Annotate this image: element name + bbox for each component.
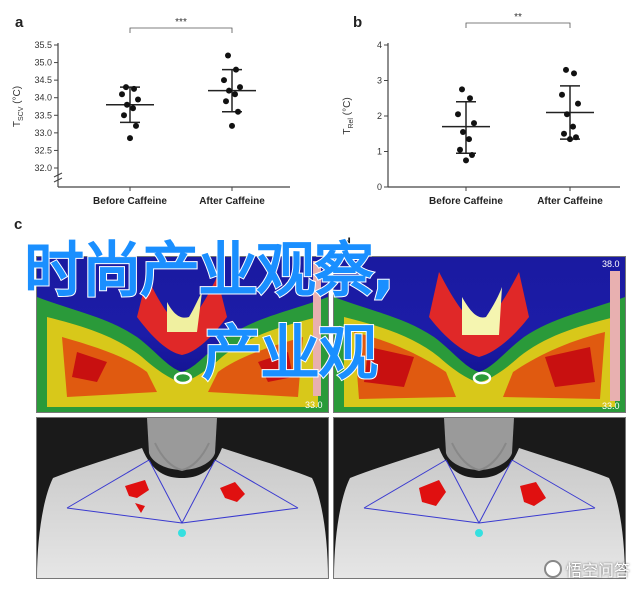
y-tick-label: 2	[377, 111, 382, 121]
data-point	[471, 120, 477, 127]
y-axis-label: TSCV (°C)	[12, 86, 25, 127]
data-point	[124, 101, 130, 108]
thermal-image-before: 33.0	[36, 256, 329, 413]
data-point	[131, 85, 137, 92]
data-point	[466, 136, 472, 143]
thermal-image-after: 38.0 33.0	[333, 256, 626, 413]
data-point	[459, 86, 465, 93]
torso-image-after	[333, 417, 626, 579]
data-point	[567, 136, 573, 143]
y-tick-label: 35.0	[34, 58, 52, 68]
data-point	[564, 111, 570, 118]
data-point	[235, 108, 241, 115]
axis-break-icon	[53, 172, 63, 183]
data-point	[123, 84, 129, 91]
y-tick-label: 33.0	[34, 128, 52, 138]
data-point	[135, 96, 141, 103]
data-point	[460, 128, 466, 135]
x-tick-label: Before Caffeine	[429, 196, 503, 207]
data-point	[229, 122, 235, 129]
data-point	[130, 105, 136, 112]
y-tick-label: 32.0	[34, 163, 52, 173]
data-point	[561, 130, 567, 137]
data-point	[575, 100, 581, 107]
wukong-logo-icon	[543, 560, 562, 578]
data-point	[121, 112, 127, 119]
thermal-scale-min-before: 33.0	[305, 400, 323, 410]
y-tick-label: 34.5	[34, 75, 52, 85]
data-point	[119, 91, 125, 98]
panel-label-d: d	[343, 235, 351, 250]
y-tick-label: 0	[377, 182, 382, 192]
data-point	[237, 84, 243, 91]
data-point	[559, 91, 565, 98]
data-point	[573, 134, 579, 141]
y-tick-label: 4	[377, 40, 382, 50]
x-tick-label: Before Caffeine	[93, 196, 167, 207]
torso-map-before	[37, 418, 328, 578]
data-point	[226, 87, 232, 94]
panel-label-a: a	[15, 14, 24, 31]
thermal-scale-min-after: 33.0	[602, 401, 620, 411]
significance-label: ***	[175, 17, 187, 28]
thermal-map-after: 38.0 33.0	[334, 257, 625, 412]
data-point	[223, 98, 229, 105]
y-tick-label: 34.0	[34, 93, 52, 103]
data-point	[571, 70, 577, 77]
overlay-text-line2: 产业观	[201, 318, 379, 390]
watermark: 悟空问答	[543, 557, 630, 581]
y-tick-label: 33.5	[34, 110, 52, 120]
data-point	[467, 95, 473, 102]
data-point	[133, 122, 139, 129]
overlay-text-line1: 时尚产业观察,	[23, 235, 396, 307]
y-axis-label: TRel (°C)	[342, 97, 355, 134]
y-tick-label: 35.5	[34, 40, 52, 50]
data-point	[233, 66, 239, 73]
watermark-text: 悟空问答	[565, 561, 630, 580]
data-point	[221, 77, 227, 84]
y-tick-label: 3	[377, 76, 382, 86]
y-tick-label: 32.5	[34, 145, 52, 155]
data-point	[469, 152, 475, 159]
data-point	[570, 123, 576, 130]
torso-map-after	[334, 418, 625, 578]
data-point	[455, 111, 461, 118]
significance-bracket	[465, 22, 571, 28]
chart-b: 0 1 2 3 4 TRel (°C) Before Caffeine After Caffe…	[342, 12, 620, 207]
data-point	[457, 146, 463, 153]
x-tick-label: After Caffeine	[537, 196, 603, 207]
thermal-scale-max-after: 38.0	[602, 259, 620, 269]
thermal-map-before: 33.0	[37, 257, 328, 412]
panel-label-c: c	[14, 216, 23, 233]
data-point	[232, 91, 238, 98]
y-tick-label: 1	[377, 147, 382, 157]
data-point	[563, 66, 569, 73]
significance-label: **	[514, 12, 522, 23]
data-point	[127, 135, 133, 142]
data-point	[225, 52, 231, 59]
chart-a: 32.0 32.5 33.0 33.5 34.0 34.5 35.0 35.5 TSCV (°C…	[12, 17, 290, 207]
torso-image-before	[36, 417, 329, 579]
significance-bracket	[129, 27, 233, 33]
x-tick-label: After Caffeine	[199, 196, 265, 207]
panel-label-b: b	[353, 14, 363, 31]
data-point	[463, 157, 469, 164]
